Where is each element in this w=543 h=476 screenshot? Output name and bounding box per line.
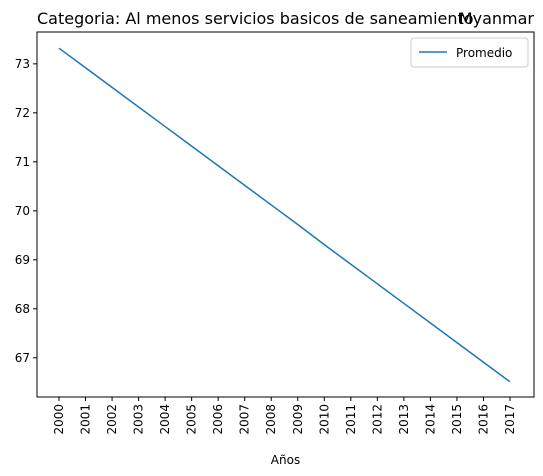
chart-title: Categoria: Al menos servicios basicos de… <box>37 9 474 28</box>
series-line <box>58 47 511 383</box>
x-tick-label: 2008 <box>264 404 278 435</box>
x-tick-label: 2016 <box>476 404 490 435</box>
x-tick-label: 2006 <box>211 404 225 435</box>
y-tick-label: 68 <box>15 302 30 316</box>
plot-frame <box>36 31 535 398</box>
y-tick-label: 71 <box>15 155 30 169</box>
legend: Promedio <box>410 37 529 68</box>
x-tick-label: 2001 <box>79 404 93 435</box>
y-tick-label: 73 <box>15 57 30 71</box>
x-tick-label: 2012 <box>370 404 384 435</box>
x-tick-label: 2000 <box>52 404 66 435</box>
x-tick-label: 2009 <box>291 404 305 435</box>
x-tick-label: 2004 <box>158 404 172 435</box>
chart-country-title: Myanmar <box>459 9 535 28</box>
x-tick-label: 2002 <box>105 404 119 435</box>
x-tick-label: 2013 <box>397 404 411 435</box>
legend-label: Promedio <box>456 46 512 60</box>
y-tick-label: 72 <box>15 106 30 120</box>
y-tick-label: 67 <box>15 351 30 365</box>
y-tick-label: 69 <box>15 253 30 267</box>
x-tick-label: 2015 <box>450 404 464 435</box>
x-tick-label: 2017 <box>503 404 517 435</box>
y-tick-label: 70 <box>15 204 30 218</box>
x-tick-label: 2011 <box>344 404 358 435</box>
plot-area: 67 68 69 70 71 72 73 2000 2001 2002 2003 2004 2005 20… <box>15 47 517 435</box>
x-tick-label: 2007 <box>238 404 252 435</box>
x-tick-label: 2005 <box>185 404 199 435</box>
x-tick-label: 2014 <box>423 404 437 435</box>
x-axis-label: Años <box>271 453 300 467</box>
x-tick-label: 2003 <box>132 404 146 435</box>
x-tick-label: 2010 <box>317 404 331 435</box>
legend-box <box>410 37 529 68</box>
